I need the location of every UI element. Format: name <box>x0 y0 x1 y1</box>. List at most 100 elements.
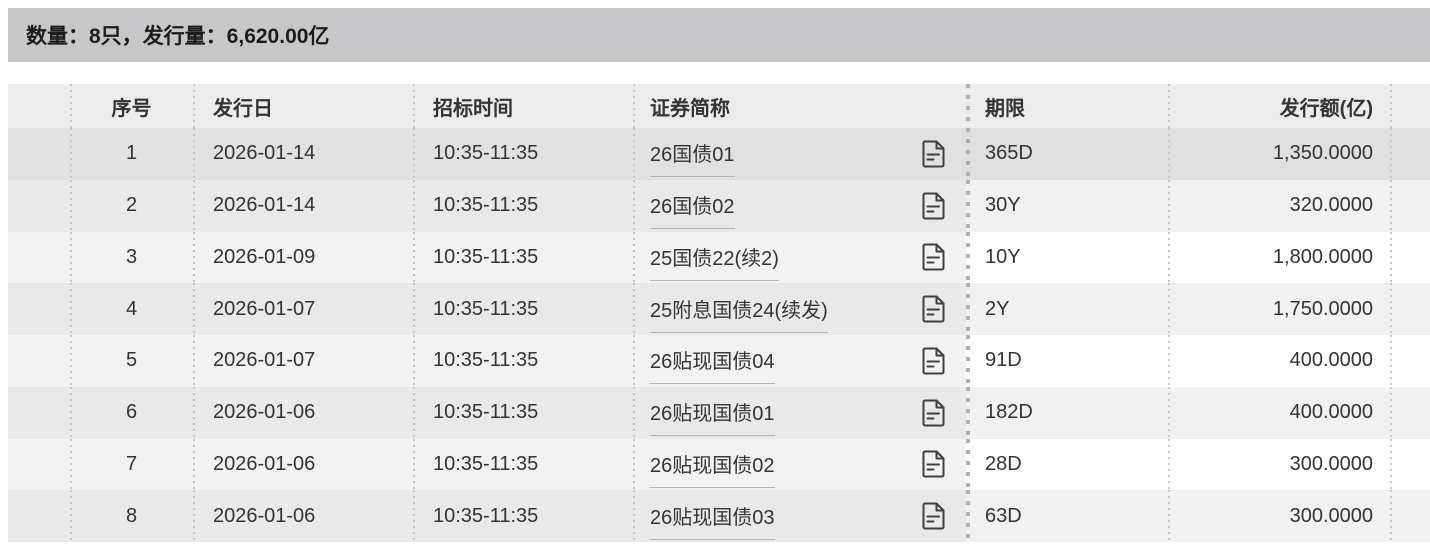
col-header-bid-time[interactable]: 招标时间 <box>413 84 633 128</box>
security-name-link[interactable]: 25国债22(续2) <box>650 242 779 281</box>
row-right-gutter <box>1390 231 1430 284</box>
cell-security-name: 25附息国债24(续发) <box>633 283 966 335</box>
cell-amount: 300.0000 <box>1168 490 1390 542</box>
cell-security-name: 26贴现国债03 <box>633 490 966 542</box>
security-name-link[interactable]: 26国债01 <box>650 138 735 178</box>
cell-term: 91D <box>966 335 1168 387</box>
table-row[interactable]: 5 2026-01-07 10:35-11:35 26贴现国债04 91D 40… <box>8 335 1430 387</box>
security-name-link[interactable]: 25附息国债24(续发) <box>650 294 828 333</box>
header-left-gutter <box>8 84 70 128</box>
cell-index: 5 <box>70 335 193 387</box>
row-left-gutter <box>8 283 70 335</box>
cell-security-name: 26国债02 <box>633 179 966 232</box>
table-body: 1 2026-01-14 10:35-11:35 26国债01 365D 1,3… <box>8 128 1430 542</box>
cell-index: 3 <box>70 231 193 284</box>
file-text-icon[interactable] <box>920 398 947 428</box>
cell-amount: 1,800.0000 <box>1168 231 1390 284</box>
cell-issue-date: 2026-01-09 <box>193 231 413 284</box>
file-text-icon[interactable] <box>920 242 947 272</box>
col-header-term[interactable]: 期限 <box>966 84 1168 128</box>
row-right-gutter <box>1390 438 1430 491</box>
cell-amount: 1,750.0000 <box>1168 283 1390 335</box>
cell-term: 10Y <box>966 231 1168 284</box>
cell-amount: 400.0000 <box>1168 386 1390 439</box>
cell-issue-date: 2026-01-07 <box>193 283 413 335</box>
cell-bid-time: 10:35-11:35 <box>413 386 633 439</box>
cell-bid-time: 10:35-11:35 <box>413 179 633 232</box>
cell-security-name: 26贴现国债02 <box>633 438 966 491</box>
table-row[interactable]: 3 2026-01-09 10:35-11:35 25国债22(续2) 10Y … <box>8 231 1430 284</box>
security-name-link[interactable]: 26贴现国债04 <box>650 345 775 385</box>
cell-issue-date: 2026-01-06 <box>193 386 413 439</box>
row-left-gutter <box>8 335 70 387</box>
table-row[interactable]: 1 2026-01-14 10:35-11:35 26国债01 365D 1,3… <box>8 128 1430 180</box>
cell-bid-time: 10:35-11:35 <box>413 490 633 542</box>
row-left-gutter <box>8 490 70 542</box>
table-header-row: 序号 发行日 招标时间 证券简称 期限 发行额(亿) <box>8 84 1430 128</box>
cell-term: 30Y <box>966 179 1168 232</box>
cell-issue-date: 2026-01-06 <box>193 438 413 491</box>
summary-text: 数量：8只，发行量：6,620.00亿 <box>26 25 330 48</box>
table-row[interactable]: 6 2026-01-06 10:35-11:35 26贴现国债01 182D 4… <box>8 386 1430 439</box>
cell-bid-time: 10:35-11:35 <box>413 335 633 387</box>
cell-term: 28D <box>966 438 1168 491</box>
row-right-gutter <box>1390 490 1430 542</box>
cell-term: 2Y <box>966 283 1168 335</box>
row-left-gutter <box>8 438 70 491</box>
file-text-icon[interactable] <box>920 191 947 221</box>
col-header-index[interactable]: 序号 <box>70 84 193 128</box>
row-right-gutter <box>1390 128 1430 180</box>
cell-amount: 300.0000 <box>1168 438 1390 491</box>
table-row[interactable]: 4 2026-01-07 10:35-11:35 25附息国债24(续发) 2Y… <box>8 283 1430 335</box>
file-text-icon[interactable] <box>920 346 947 376</box>
security-name-link[interactable]: 26贴现国债02 <box>650 449 775 488</box>
cell-term: 365D <box>966 128 1168 180</box>
cell-bid-time: 10:35-11:35 <box>413 231 633 284</box>
col-header-amount[interactable]: 发行额(亿) <box>1168 84 1390 128</box>
row-left-gutter <box>8 128 70 180</box>
table-row[interactable]: 7 2026-01-06 10:35-11:35 26贴现国债02 28D 30… <box>8 438 1430 491</box>
security-name-link[interactable]: 26国债02 <box>650 190 735 230</box>
cell-amount: 400.0000 <box>1168 335 1390 387</box>
cell-term: 63D <box>966 490 1168 542</box>
cell-issue-date: 2026-01-14 <box>193 128 413 180</box>
cell-bid-time: 10:35-11:35 <box>413 128 633 180</box>
cell-security-name: 26贴现国债01 <box>633 386 966 439</box>
row-left-gutter <box>8 386 70 439</box>
file-text-icon[interactable] <box>920 294 947 324</box>
row-right-gutter <box>1390 386 1430 439</box>
row-left-gutter <box>8 179 70 232</box>
cell-bid-time: 10:35-11:35 <box>413 283 633 335</box>
header-right-gutter <box>1390 84 1430 128</box>
col-header-security-name[interactable]: 证券简称 <box>633 84 966 128</box>
table-row[interactable]: 8 2026-01-06 10:35-11:35 26贴现国债03 63D 30… <box>8 490 1430 542</box>
table-row[interactable]: 2 2026-01-14 10:35-11:35 26国债02 30Y 320.… <box>8 179 1430 232</box>
cell-index: 7 <box>70 438 193 491</box>
cell-index: 6 <box>70 386 193 439</box>
cell-issue-date: 2026-01-06 <box>193 490 413 542</box>
cell-security-name: 26国债01 <box>633 128 966 180</box>
cell-index: 8 <box>70 490 193 542</box>
cell-issue-date: 2026-01-14 <box>193 179 413 232</box>
file-text-icon[interactable] <box>920 139 947 169</box>
row-right-gutter <box>1390 283 1430 335</box>
row-left-gutter <box>8 231 70 284</box>
cell-index: 2 <box>70 179 193 232</box>
cell-bid-time: 10:35-11:35 <box>413 438 633 491</box>
col-header-security-name-label: 证券简称 <box>650 97 730 120</box>
cell-amount: 1,350.0000 <box>1168 128 1390 180</box>
security-name-link[interactable]: 26贴现国债03 <box>650 501 775 540</box>
security-name-link[interactable]: 26贴现国债01 <box>650 397 775 437</box>
cell-index: 1 <box>70 128 193 180</box>
page: 数量：8只，发行量：6,620.00亿 序号 发行日 招标时间 证券简称 期限 … <box>8 8 1430 542</box>
row-right-gutter <box>1390 179 1430 232</box>
bond-issuance-table: 序号 发行日 招标时间 证券简称 期限 发行额(亿) 1 2026-01-14 … <box>8 84 1430 542</box>
cell-index: 4 <box>70 283 193 335</box>
summary-bar: 数量：8只，发行量：6,620.00亿 <box>8 8 1430 62</box>
cell-security-name: 26贴现国债04 <box>633 335 966 387</box>
col-header-issue-date[interactable]: 发行日 <box>193 84 413 128</box>
row-right-gutter <box>1390 335 1430 387</box>
cell-issue-date: 2026-01-07 <box>193 335 413 387</box>
file-text-icon[interactable] <box>920 449 947 479</box>
file-text-icon[interactable] <box>920 501 947 531</box>
